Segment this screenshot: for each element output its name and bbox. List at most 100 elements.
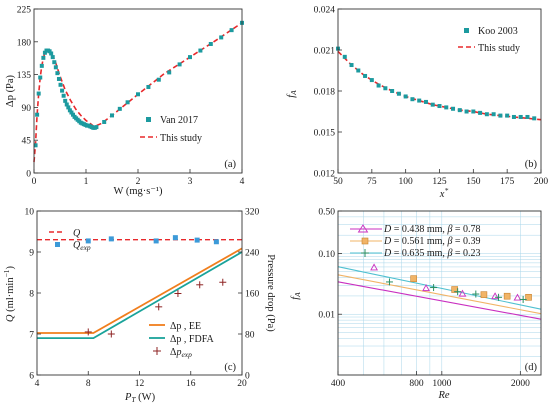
point-qexp [85, 238, 91, 244]
legend-label-this-study-b: This study [478, 43, 520, 54]
point-koo2003 [451, 106, 456, 111]
point-van2017 [94, 125, 99, 130]
point-qexp [172, 235, 178, 241]
line-dp-ee [37, 247, 243, 334]
x-tick-label-b: 75 [367, 177, 377, 187]
panel-d-ticks: 400 800 1000 2000 0.01 0.10 0.50 [318, 208, 530, 390]
point-koo2003 [390, 89, 395, 93]
y-tick-label-c: 9 [29, 249, 34, 259]
panel-a-tag: (a) [224, 159, 236, 170]
y-tick-label-c: 10 [25, 208, 35, 218]
point-d561 [503, 292, 511, 300]
point-koo2003 [471, 109, 476, 114]
point-van2017 [36, 91, 41, 96]
point-d438 [422, 284, 430, 292]
point-van2017 [69, 110, 74, 115]
point-van2017 [177, 62, 182, 67]
legend-marker-koo2003 [464, 28, 469, 33]
y-tick-label-c: 6 [29, 372, 34, 382]
point-koo2003 [430, 102, 435, 107]
panel-c-tag: (c) [224, 362, 236, 373]
panel-c-ylabel-left: Q (ml·min−1) [2, 265, 16, 322]
point-van2017 [110, 113, 114, 118]
legend-marker-dpexp [153, 347, 161, 355]
legend-label-qexp: Qexp [73, 240, 91, 252]
point-d438 [458, 289, 467, 297]
point-van2017 [156, 77, 161, 82]
point-koo2003 [498, 113, 503, 118]
x-tick-label-b: 125 [432, 177, 447, 187]
panel-b-xlabel: x* [439, 186, 449, 200]
panel-c-legend-top: Q Qexp [49, 228, 91, 252]
point-koo2003 [525, 114, 530, 119]
x-tick-label-b: 150 [466, 177, 481, 187]
point-van2017 [33, 143, 38, 148]
x-tick-label-a: 4 [240, 177, 245, 187]
point-d561 [525, 293, 532, 301]
panel-b-plot [336, 46, 542, 121]
line-this-study-a [33, 22, 243, 163]
point-van2017 [63, 98, 68, 103]
line-dp-fdfa [37, 251, 243, 340]
point-van2017 [229, 28, 234, 33]
legend-label-van2017: Van 2017 [160, 115, 198, 126]
x-tick-label-b: 50 [333, 177, 343, 187]
point-van2017 [136, 92, 140, 97]
point-dpexp [84, 328, 92, 336]
panel-d-tag: (d) [525, 362, 538, 373]
panel-d-frame [337, 210, 542, 376]
y-right-tick-label-c: 0 [245, 372, 250, 382]
point-d635 [519, 295, 527, 303]
point-koo2003 [505, 113, 510, 118]
y-tick-label-a: 135 [17, 71, 32, 81]
point-dpexp [219, 278, 227, 286]
point-koo2003 [457, 108, 462, 113]
x-tick-label-d: 2000 [511, 379, 530, 389]
point-van2017 [66, 105, 71, 110]
point-d635 [430, 284, 438, 292]
point-van2017 [219, 35, 224, 40]
point-van2017 [55, 71, 60, 76]
point-van2017 [71, 112, 75, 117]
panel-c-xlabel: PT (W) [124, 392, 156, 404]
point-van2017 [47, 49, 52, 54]
point-koo2003 [342, 54, 347, 59]
point-van2017 [146, 84, 151, 89]
log-grid [337, 210, 541, 376]
x-tick-label-c: 4 [35, 379, 40, 389]
panel-a: 0 1 2 3 4 0 45 90 135 180 225 Δp (Pa) W (mg·s⁻¹) (… [5, 6, 245, 198]
point-van2017 [125, 100, 130, 105]
point-qexp [194, 237, 200, 243]
y-tick-label-a: 90 [22, 104, 32, 114]
point-qexp [153, 238, 159, 244]
legend-label-d635: D = 0.635 mm, β = 0.23 [383, 248, 481, 259]
y-tick-label-b: 0.021 [314, 47, 336, 57]
legend-label-this-study-a: This study [160, 133, 202, 144]
point-koo2003 [369, 78, 374, 83]
legend-label-koo2003: Koo 2003 [478, 26, 518, 37]
point-koo2003 [403, 94, 408, 99]
y-tick-label-c: 7 [29, 331, 34, 341]
y-tick-label-a: 180 [17, 38, 32, 48]
x-tick-label-b: 200 [534, 177, 549, 187]
legend-label-dpexp: Δpexp [170, 347, 192, 359]
y-tick-label-b: 0.024 [314, 6, 336, 16]
y-tick-label-d: 0.50 [318, 208, 335, 218]
legend-marker-d635 [361, 249, 369, 257]
point-koo2003 [518, 114, 523, 119]
point-d438 [491, 292, 499, 300]
panel-a-legend: Van 2017 This study [140, 115, 202, 144]
panel-b-tag: (b) [525, 159, 538, 170]
legend-label-ee: Δp , EE [170, 321, 201, 332]
y-tick-label-c: 8 [29, 290, 34, 300]
y-tick-label-b: 0.012 [314, 170, 336, 180]
point-van2017 [38, 75, 43, 80]
point-d635 [454, 288, 462, 296]
y-tick-label-a: 225 [17, 6, 32, 16]
point-koo2003 [410, 97, 415, 102]
panel-c-legend-bottom: Δp , EE Δp , FDFA Δpexp [149, 321, 215, 359]
y-tick-label-d: 0.01 [318, 311, 335, 321]
legend-label-d561: D = 0.561 mm, β = 0.39 [383, 236, 481, 247]
point-koo2003 [478, 110, 483, 115]
